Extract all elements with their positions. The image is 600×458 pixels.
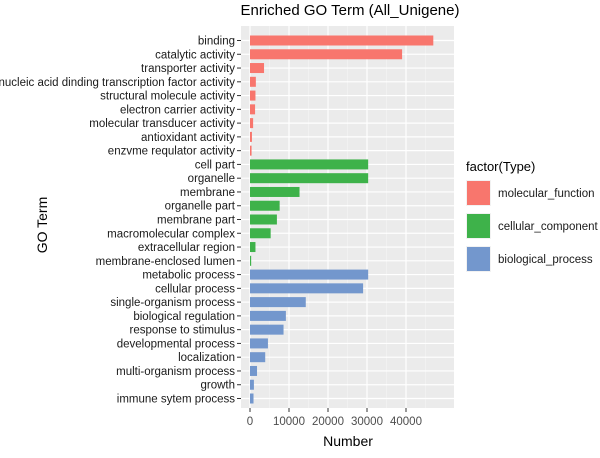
category-label: growth [200, 380, 235, 392]
category-label: membrane-enclosed lumen [96, 256, 235, 268]
bar [250, 145, 252, 156]
bar [250, 338, 268, 349]
category-label: membrane [180, 187, 235, 199]
category-label: multi-organism process [116, 366, 235, 378]
category-label: enzvme requlator activity [108, 146, 235, 158]
bar [250, 35, 434, 46]
bar [250, 228, 271, 239]
x-axis-title: Number [323, 433, 373, 449]
category-label: electron carrier activity [120, 104, 235, 116]
legend-label: molecular_function [498, 188, 595, 200]
bar [250, 63, 265, 74]
bar [250, 90, 256, 101]
bar [250, 159, 369, 170]
x-tick-label: 40000 [390, 416, 422, 428]
chart-title: Enriched GO Term (All_Unigene) [241, 2, 460, 19]
x-tick-label: 30000 [351, 416, 383, 428]
legend-swatch [467, 214, 490, 238]
category-label: biological regulation [133, 311, 235, 323]
category-label: antioxidant activity [141, 132, 235, 144]
category-label: nucleic acid dinding transcription facto… [0, 77, 235, 89]
x-tick-label: 0 [247, 416, 253, 428]
legend-label: cellular_component [498, 221, 599, 233]
bar [250, 255, 252, 266]
category-label: molecular transducer activity [89, 118, 235, 130]
category-label: response to stimulus [130, 325, 236, 337]
bar [250, 379, 254, 390]
category-label: binding [198, 36, 235, 48]
bar [250, 269, 369, 280]
legend-items: molecular_function cellular_componentbiol… [466, 180, 599, 272]
category-label: immune sytem process [117, 394, 235, 406]
legend: factor(Type) molecular_function cellular_… [466, 159, 599, 272]
legend-swatch [467, 247, 490, 271]
bar [250, 393, 254, 404]
bar [250, 76, 256, 87]
bar [250, 297, 306, 308]
bar [250, 104, 256, 115]
category-label: organelle [188, 173, 235, 185]
bar [250, 324, 284, 335]
category-label: organelle part [165, 201, 236, 213]
category-label: catalytic activity [155, 49, 235, 61]
category-label: localization [178, 352, 235, 364]
category-label: single-organism process [110, 297, 235, 309]
bar [250, 49, 403, 60]
legend-label: biological_process [498, 254, 593, 266]
bars [250, 35, 434, 404]
bar [250, 214, 277, 225]
x-tick-label: 20000 [312, 416, 344, 428]
bar [250, 352, 266, 363]
bar [250, 131, 252, 142]
bar [250, 242, 256, 253]
legend-swatch [467, 181, 490, 205]
category-label: transporter activity [141, 63, 235, 75]
category-label: extracellular region [138, 242, 235, 254]
x-axis-ticks: 0 10000 20000 30000 40000 [247, 408, 422, 428]
category-label: membrane part [157, 215, 236, 227]
x-tick-label: 10000 [273, 416, 305, 428]
bar [250, 186, 300, 197]
category-label: cellular process [155, 283, 235, 295]
category-label: macromolecular complex [107, 228, 235, 240]
category-label: developmental process [117, 338, 236, 350]
bar [250, 173, 369, 184]
bar [250, 310, 286, 321]
y-axis-title: GO Term [34, 197, 50, 254]
bar [250, 283, 364, 294]
category-label: metabolic process [142, 270, 235, 282]
bar [250, 365, 258, 376]
category-label: cell part [195, 159, 236, 171]
bar [250, 118, 254, 129]
bar [250, 200, 280, 211]
legend-title: factor(Type) [466, 159, 535, 174]
category-label: structural molecule activity [100, 91, 235, 103]
